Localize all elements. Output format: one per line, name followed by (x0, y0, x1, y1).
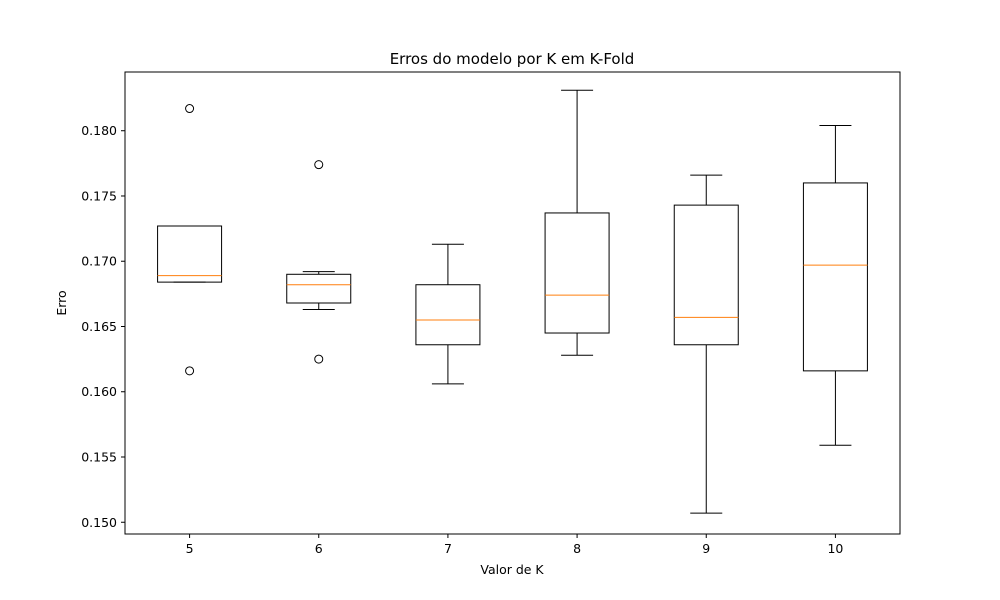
box-iqr (673, 204, 739, 346)
axes-frame (124, 71, 901, 535)
x-tick-label: 6 (315, 541, 323, 556)
box-iqr (286, 273, 352, 304)
box-k-8 (544, 89, 610, 356)
box-iqr (802, 182, 868, 372)
box-k-9 (673, 174, 739, 514)
x-axis-label: Valor de K (480, 562, 544, 577)
outlier-point (314, 160, 324, 170)
y-tick-label: 0.170 (81, 254, 117, 269)
x-tick-label: 7 (444, 541, 452, 556)
outlier-point (185, 366, 195, 376)
box-iqr (415, 284, 481, 346)
box-iqr (157, 225, 223, 283)
y-axis-label: Erro (54, 290, 69, 315)
y-tick-label: 0.180 (81, 123, 117, 138)
box-iqr (544, 212, 610, 334)
y-tick-label: 0.160 (81, 384, 117, 399)
y-tick-label: 0.150 (81, 515, 117, 530)
box-k-10 (802, 125, 868, 446)
outlier-point (314, 354, 324, 364)
box-series (157, 89, 868, 514)
x-axis-ticks: 5 6 7 8 9 10 (186, 534, 843, 556)
outlier-point (185, 104, 195, 114)
x-tick-label: 10 (827, 541, 843, 556)
chart-title: Erros do modelo por K em K-Fold (390, 50, 635, 68)
x-tick-label: 8 (573, 541, 581, 556)
y-axis-ticks: 0.150 0.155 0.160 0.165 0.170 0.175 0.180 (81, 123, 125, 530)
box-k-5 (157, 104, 223, 376)
plot-area (125, 72, 900, 534)
x-tick-label: 9 (702, 541, 710, 556)
y-tick-label: 0.175 (81, 188, 117, 203)
box-k-6 (286, 160, 352, 364)
x-tick-label: 5 (186, 541, 194, 556)
box-k-7 (415, 243, 481, 385)
y-tick-label: 0.165 (81, 319, 117, 334)
y-tick-label: 0.155 (81, 450, 117, 465)
